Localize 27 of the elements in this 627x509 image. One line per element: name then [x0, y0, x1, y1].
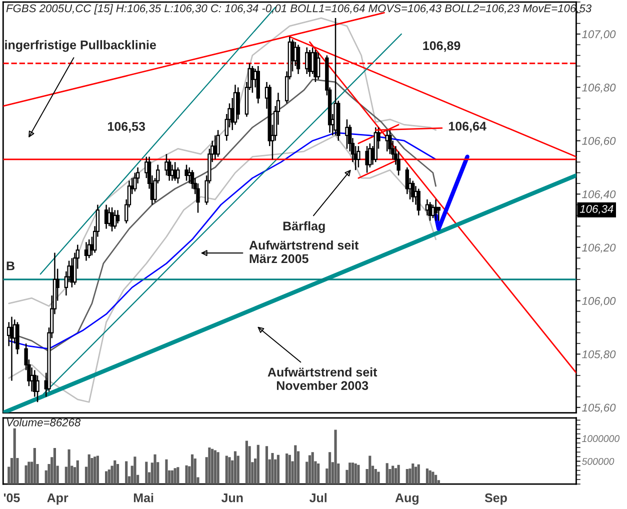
chart-title: Volume=86268	[6, 418, 81, 426]
y-tick-label: 1000000	[582, 435, 620, 442]
annotation: 106,53	[108, 122, 146, 133]
x-tick-label: Jun	[221, 494, 243, 502]
x-tick-label: '05	[4, 493, 20, 502]
y-tick-label: 105,60	[582, 404, 616, 413]
annotation: Aufwärtstrend seit März 2005	[249, 240, 359, 264]
annotation: Bärflag	[283, 221, 325, 233]
annotation: 106,89	[423, 41, 460, 52]
y-tick-label: 106,40	[582, 190, 616, 200]
y-tick-label: 106,60	[582, 137, 616, 146]
y-tick-label: 107,00	[582, 30, 616, 40]
text: 106,34	[580, 204, 614, 214]
y-tick-label: 106,80	[582, 84, 616, 93]
annotation: Aufwärtstrend seit November 2003	[268, 367, 378, 390]
x-tick-label: Aug	[395, 493, 418, 505]
x-tick-label: Jul	[309, 493, 326, 502]
annotation: B	[6, 262, 14, 270]
x-tick-label: Sep	[484, 493, 507, 505]
annotation: 106,64	[448, 122, 486, 132]
y-tick-label: 500000	[582, 458, 614, 465]
y-tick-label: 105,80	[582, 350, 616, 360]
x-tick-label: Apr	[47, 494, 68, 505]
y-tick-label: 106,20	[582, 244, 616, 253]
annotation: ingerfristige Pullbacklinie	[5, 40, 156, 52]
y-tick-label: 106,00	[582, 297, 616, 306]
x-tick-label: Mai	[134, 493, 154, 502]
